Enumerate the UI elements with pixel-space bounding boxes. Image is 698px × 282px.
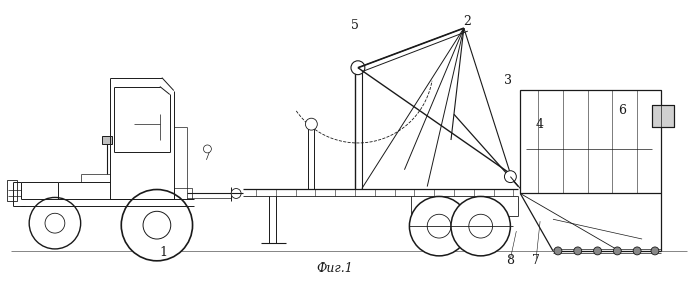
Circle shape <box>410 197 469 256</box>
Bar <box>652 105 674 127</box>
Text: 8: 8 <box>506 254 514 267</box>
Circle shape <box>451 197 510 256</box>
Circle shape <box>143 211 171 239</box>
Circle shape <box>231 189 241 199</box>
Circle shape <box>614 247 621 255</box>
Text: 5: 5 <box>351 19 359 32</box>
Bar <box>174 188 191 199</box>
Text: 4: 4 <box>536 118 544 131</box>
Circle shape <box>554 247 562 255</box>
Text: 3: 3 <box>505 74 512 87</box>
Circle shape <box>593 247 602 255</box>
Circle shape <box>633 247 641 255</box>
Bar <box>652 105 674 127</box>
Text: 1: 1 <box>160 246 168 259</box>
Text: Фиг.1: Фиг.1 <box>317 262 353 275</box>
Circle shape <box>351 61 365 75</box>
Circle shape <box>574 247 581 255</box>
Circle shape <box>121 190 193 261</box>
Circle shape <box>505 171 517 182</box>
Bar <box>520 89 661 193</box>
Circle shape <box>651 247 659 255</box>
Bar <box>8 180 17 201</box>
Circle shape <box>427 214 451 238</box>
Circle shape <box>29 197 81 249</box>
Circle shape <box>469 214 493 238</box>
Text: 6: 6 <box>618 104 626 117</box>
Text: 7: 7 <box>532 254 540 267</box>
Bar <box>103 136 112 144</box>
Circle shape <box>306 118 318 130</box>
Circle shape <box>45 213 65 233</box>
Text: 2: 2 <box>463 15 470 28</box>
Circle shape <box>203 145 211 153</box>
